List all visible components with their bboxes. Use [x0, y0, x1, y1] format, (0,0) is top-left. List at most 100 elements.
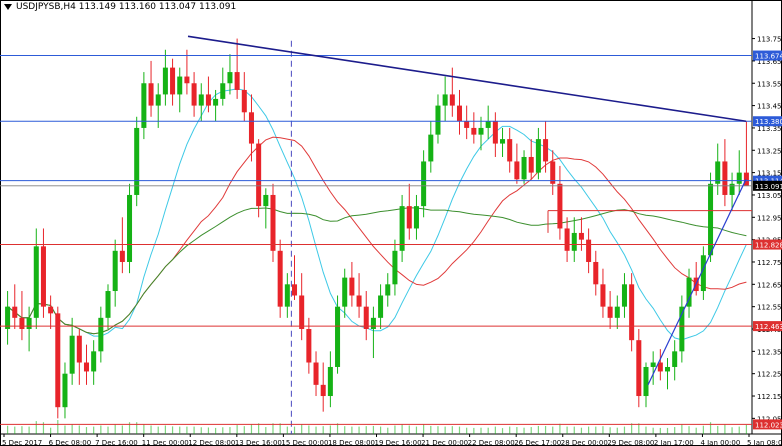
- candle-body: [593, 261, 599, 285]
- volume-bar: [480, 427, 482, 434]
- symbol-label: USDJPYSB,H4: [16, 2, 76, 12]
- candle-body: [607, 306, 613, 318]
- candle-body: [213, 98, 219, 106]
- volume-bar: [286, 426, 288, 434]
- moving-average-red: [7, 136, 747, 335]
- candle-body: [148, 83, 154, 106]
- volume-bar: [379, 426, 382, 434]
- time-tick-label: 28 Dec 00:00: [561, 439, 608, 446]
- time-tick-label: 4 Jan 00:00: [700, 439, 740, 446]
- candle-body: [127, 194, 133, 262]
- volume-bar: [293, 426, 296, 434]
- candle-body: [514, 161, 520, 180]
- volume-bar: [702, 425, 704, 434]
- volume-bar: [681, 424, 683, 434]
- volume-bar: [466, 427, 468, 434]
- volume-bar: [57, 420, 59, 434]
- candle-body: [40, 246, 46, 307]
- candle-body: [134, 127, 140, 195]
- candle-body: [743, 172, 749, 187]
- price-label-box: [753, 175, 782, 186]
- price-tick-label: 113.350: [757, 125, 782, 133]
- volume-bar: [451, 426, 453, 434]
- candle-body: [471, 127, 477, 135]
- volume-bar: [645, 426, 647, 434]
- volume-bar: [136, 422, 138, 434]
- candle-body: [571, 232, 577, 251]
- candle-body: [205, 94, 211, 106]
- candle-body: [600, 284, 606, 307]
- volume-bar: [738, 426, 740, 434]
- ascending-trendline[interactable]: [647, 179, 747, 386]
- volume-bar: [301, 424, 303, 434]
- time-tick-label: 11 Dec 00:00: [142, 439, 189, 446]
- dropdown-triangle-icon[interactable]: [4, 3, 12, 10]
- volume-bar: [523, 427, 525, 434]
- volume-bar: [437, 426, 439, 434]
- candle-body: [98, 317, 104, 352]
- price-tick-label: 112.150: [757, 393, 782, 401]
- volume-bar: [623, 426, 626, 434]
- price-tick-label: 112.550: [757, 304, 782, 312]
- price-tick-label: 113.650: [757, 58, 782, 66]
- candle-body: [507, 139, 513, 162]
- volume-bar: [193, 426, 195, 434]
- candle-body: [614, 306, 620, 318]
- candle-body: [313, 362, 319, 385]
- volume-bar: [344, 426, 346, 434]
- candle-body: [564, 228, 570, 251]
- volume-bar: [580, 427, 583, 434]
- candle-body: [170, 67, 176, 95]
- volume-bar: [458, 426, 461, 434]
- volume-bar: [717, 425, 719, 434]
- volume-bar: [336, 423, 339, 434]
- candle-body: [83, 362, 90, 372]
- volume-bar: [631, 423, 633, 434]
- volume-bar: [566, 426, 568, 434]
- price-tick-label: 112.750: [757, 259, 782, 267]
- price-tick-label: 112.050: [757, 415, 782, 423]
- candle-body: [241, 89, 247, 113]
- price-tick-label: 113.750: [757, 36, 782, 44]
- price-label-text: 112.023: [755, 421, 782, 429]
- volume-bar: [150, 425, 152, 434]
- volume-bar: [444, 426, 446, 434]
- time-tick-label: 22 Dec 08:00: [468, 439, 515, 446]
- volume-bar: [243, 426, 245, 434]
- volume-bar: [695, 427, 697, 434]
- candle-body: [299, 295, 305, 329]
- descending-trendline[interactable]: [187, 35, 747, 123]
- time-tick-label: 6 Dec 08:00: [49, 439, 92, 446]
- time-tick-label: 18 Dec 08:00: [328, 439, 375, 446]
- volume-bar: [638, 423, 640, 434]
- volume-bar: [516, 427, 518, 434]
- volume-bar: [250, 424, 253, 434]
- volume-bar: [42, 422, 45, 434]
- candle-body: [657, 362, 663, 372]
- candle-body: [629, 284, 635, 341]
- candle-body: [19, 317, 25, 329]
- candle-body: [485, 121, 491, 128]
- price-label-box: [753, 419, 782, 430]
- volume-bar: [50, 427, 52, 434]
- time-tick-label: 29 Dec 08:00: [607, 439, 654, 446]
- candle-body: [413, 206, 419, 229]
- candle-body: [248, 112, 254, 144]
- ohlc-readout: 113.149 113.160 113.047 113.091: [78, 2, 237, 12]
- volume-bar: [351, 426, 353, 434]
- volume-bar: [745, 424, 748, 434]
- price-label-box: [753, 239, 782, 250]
- candle-body: [578, 232, 584, 240]
- volume-bar: [724, 424, 726, 434]
- candle-body: [535, 139, 541, 173]
- price-label-box: [753, 50, 782, 61]
- volume-bar: [222, 427, 224, 434]
- candle-body: [686, 277, 692, 307]
- time-tick-label: 7 Dec 16:00: [95, 439, 138, 446]
- volume-bar: [279, 423, 281, 434]
- price-tick-label: 113.050: [757, 192, 782, 200]
- candle-body: [442, 94, 448, 106]
- volume-bar: [537, 425, 539, 434]
